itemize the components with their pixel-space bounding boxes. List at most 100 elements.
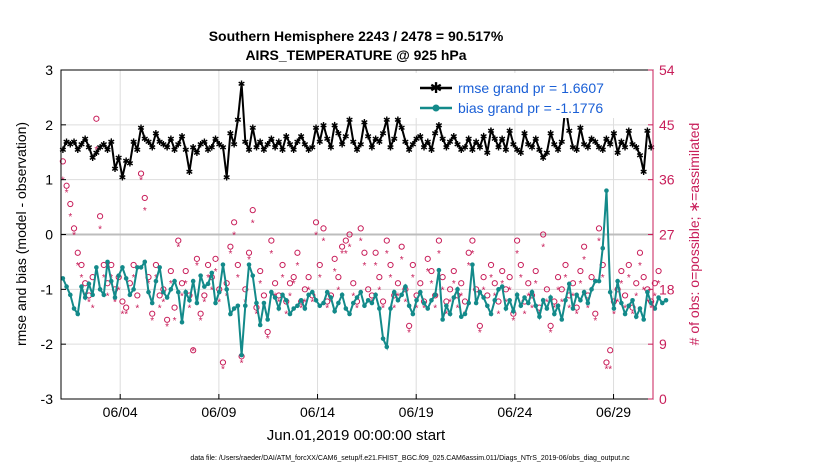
obs-assimilated-point: * (605, 365, 609, 376)
rmse-point: ✱ (63, 137, 71, 147)
obs-possible-point (137, 170, 145, 177)
obs-assimilated-point: * (355, 304, 359, 315)
bias-point (511, 308, 516, 314)
bias-point (142, 259, 148, 265)
x-tick-label: 06/04 (103, 404, 138, 420)
left-axis: -3 -2 -1 0 1 2 3 (41, 62, 66, 407)
obs-assimilated-point: * (169, 279, 173, 290)
rmse-point: ✱ (417, 131, 425, 141)
obs-assimilated-point: * (362, 261, 366, 272)
bias-point (82, 295, 88, 300)
rmse-point: ✱ (134, 145, 142, 155)
bias-point (447, 311, 453, 317)
obs-assimilated-point: * (117, 285, 121, 296)
rmse-point: ✱ (294, 137, 302, 147)
obs-possible-point (517, 261, 524, 269)
rmse-point: ✱ (215, 140, 223, 150)
obs-possible-point (476, 322, 483, 329)
obs-assimilated-point: * (366, 298, 370, 309)
bias-point (619, 300, 624, 306)
bias-point (298, 298, 304, 303)
bias-point (645, 289, 650, 295)
bias-point (499, 284, 505, 289)
bias-point (157, 265, 162, 270)
obs-possible-point (63, 182, 70, 189)
obs-assimilated-point: * (657, 279, 661, 290)
bias-point (637, 306, 643, 311)
obs-assimilated-point: * (612, 310, 616, 321)
obs-possible-point (540, 231, 547, 238)
bias-point (548, 295, 553, 300)
rmse-point: ✱ (350, 137, 358, 147)
bias-point (589, 287, 594, 292)
bias-point (187, 298, 192, 303)
obs-possible-point (525, 280, 532, 287)
rmse-point: ✱ (286, 140, 294, 150)
obs-assimilated-point: * (359, 237, 363, 248)
rmse-point: ✱ (621, 142, 629, 152)
rmse-point: ✱ (450, 131, 458, 141)
rmse-point: ✱ (487, 126, 495, 136)
rmse-point: ✱ (558, 137, 566, 147)
rmse-point: ✱ (640, 167, 648, 177)
bias-point (168, 287, 174, 292)
rmse-point: ✱ (93, 148, 101, 158)
obs-possible-point (164, 316, 171, 323)
bias-point (239, 352, 244, 358)
rmse-point: ✱ (580, 140, 588, 150)
obs-possible-point (372, 249, 379, 256)
bias-point (585, 300, 591, 306)
obs-assimilated-point: * (113, 298, 117, 309)
rmse-point: ✱ (186, 167, 194, 177)
bias-point (194, 300, 200, 306)
obs-assimilated-point: * (418, 291, 422, 302)
bias-point (209, 270, 215, 276)
obs-assimilated-point: * (482, 285, 486, 296)
obs-possible-point (450, 267, 457, 275)
obs-possible-point (547, 322, 554, 329)
rmse-point: ✱ (506, 126, 514, 136)
obs-possible-point (193, 255, 200, 262)
bias-point (522, 295, 527, 300)
obs-assimilated-point: * (422, 304, 426, 315)
rmse-point: ✱ (398, 123, 406, 133)
bias-point (257, 322, 263, 328)
obs-assimilated-point: * (295, 261, 299, 272)
bias-point (477, 289, 483, 295)
obs-assimilated-point: * (281, 273, 285, 284)
bias-point (414, 298, 419, 303)
bias-point (172, 278, 177, 284)
y-right-tick-label: 54 (659, 62, 675, 78)
rmse-point: ✱ (480, 131, 488, 141)
bias-point (198, 273, 203, 278)
bias-point (328, 295, 334, 300)
rmse-point: ✱ (130, 137, 138, 147)
rmse-point: ✱ (603, 134, 611, 144)
bias-point (656, 295, 661, 300)
rmse-point: ✱ (160, 140, 168, 150)
rmse-point: ✱ (331, 120, 339, 130)
bias-point (563, 298, 568, 303)
rmse-point: ✱ (323, 134, 331, 144)
x-tick-label: 06/19 (399, 404, 434, 420)
rmse-point: ✱ (532, 134, 540, 144)
bias-point (574, 292, 579, 298)
rmse-point: ✱ (513, 145, 521, 155)
bias-point (466, 300, 471, 306)
obs-possible-point (312, 219, 320, 226)
obs-possible-point (554, 274, 562, 281)
obs-possible-point (197, 310, 204, 317)
rmse-point: ✱ (431, 129, 439, 139)
rmse-point: ✱ (647, 142, 655, 152)
obs-possible-point (379, 298, 387, 305)
obs-possible-point (59, 158, 66, 165)
bias-point (336, 300, 341, 306)
obs-assimilated-point: * (120, 310, 124, 321)
rmse-point: ✱ (394, 115, 402, 125)
obs-layer: **************** ************************… (59, 115, 662, 376)
rmse-point: ✱ (223, 172, 231, 182)
bias-point (417, 289, 423, 295)
obs-assimilated-point: * (314, 231, 318, 242)
y-right-tick-label: 18 (659, 281, 675, 297)
obs-possible-point (487, 261, 495, 269)
